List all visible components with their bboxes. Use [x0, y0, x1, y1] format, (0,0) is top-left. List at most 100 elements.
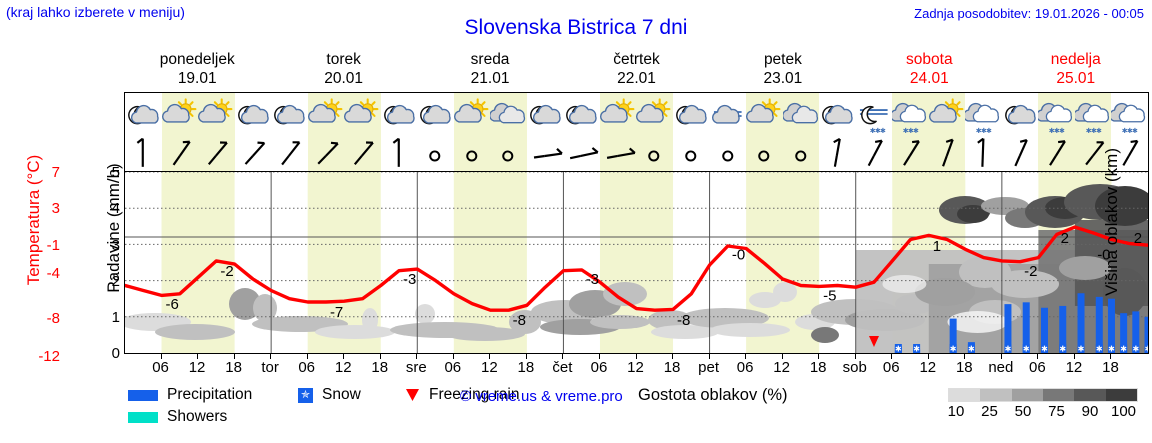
precipitation-tick: 2: [111, 273, 120, 290]
weather-icon-glyph: [161, 98, 196, 123]
weather-icon-moon-cloud: [381, 93, 418, 138]
cloud-blob: [811, 327, 839, 343]
temperature-annotation: -3: [403, 271, 416, 288]
cloud-blob: [651, 325, 719, 339]
weather-icon-glyph: [344, 98, 379, 123]
wind-barb: [381, 138, 418, 171]
precipitation-bar: [1107, 298, 1115, 353]
wind-barb: [271, 138, 308, 171]
temperature-tick: -8: [46, 310, 60, 327]
time-label: 06: [736, 359, 754, 376]
weather-icon-glyph: [237, 104, 269, 125]
wind-barb: [599, 138, 637, 171]
cloud-height-axis-title: Višina oblakov (km): [1102, 147, 1121, 297]
time-label: 12: [627, 359, 644, 376]
wind-barb-glyph: [758, 150, 770, 162]
day-header-četrtek: četrtek 22.01: [563, 50, 709, 90]
wind-barb: [1074, 138, 1112, 171]
time-label: čet: [552, 359, 573, 376]
weather-icon-moon-cloud: [235, 93, 272, 138]
snow-marker: [1095, 344, 1103, 353]
wind-barb: [453, 138, 491, 171]
time-label: 18: [371, 359, 389, 376]
wind-barb-glyph: [244, 141, 265, 165]
weather-icon-cloud: [781, 93, 820, 138]
time-label: 06: [590, 359, 608, 376]
precipitation-tick: 0: [111, 345, 120, 362]
wind-barb-glyph: [533, 148, 563, 159]
snow-marker: [913, 344, 921, 353]
time-tick: [781, 353, 783, 359]
temperature-annotation: -8: [513, 312, 526, 329]
weather-icon-cloud: [489, 93, 527, 138]
snow-star-icon: ✱: [1120, 345, 1127, 354]
day-name: petek: [763, 51, 802, 68]
snow-star-icon: ✱: [1005, 345, 1012, 354]
weather-icon-moon-cloud: [819, 93, 856, 138]
wind-barb: [710, 138, 747, 171]
snow-star-icon: ✱: [1078, 345, 1085, 354]
weather-icon-glyph: ✱ ✱ ✱: [1072, 102, 1109, 135]
time-label: sre: [405, 359, 427, 376]
day-date: 24.01: [909, 70, 949, 87]
time-tick: [452, 353, 454, 359]
svg-text:✱: ✱: [869, 127, 875, 135]
cloud-blob: [315, 325, 395, 339]
cloud-gap: [882, 275, 927, 293]
temperature-annotation: -3: [586, 271, 599, 288]
snow-marker: [1120, 344, 1128, 353]
time-label: pet: [698, 359, 719, 376]
svg-text:✱: ✱: [981, 127, 987, 135]
weather-icon-cloud-snow: ✱ ✱ ✱: [890, 93, 929, 138]
time-tick: [416, 353, 418, 359]
cloud-density-title: Gostota oblakov (%): [638, 386, 788, 404]
weather-icon-glyph: [420, 104, 451, 125]
weather-icon-moon-cloud: [673, 93, 710, 138]
time-label: 06: [152, 359, 169, 376]
wind-barb: [161, 138, 199, 171]
day-date: 25.01: [1056, 70, 1096, 87]
weather-icon-sun-cloud: [307, 93, 345, 138]
svg-text:✱: ✱: [908, 127, 914, 135]
snow-marker: [1040, 344, 1048, 353]
snow-marker: [1004, 344, 1012, 353]
weather-icon-cloud-snow: ✱ ✱ ✱: [1109, 93, 1148, 138]
temperature-tick: -4: [46, 265, 60, 282]
svg-text:✱: ✱: [986, 127, 992, 135]
weather-icon-glyph: [198, 98, 233, 123]
time-label: 12: [481, 359, 498, 376]
snow-marker: [1132, 344, 1140, 353]
snow-marker: [894, 344, 902, 353]
precipitation-swatch: [128, 389, 158, 401]
precipitation-bar: [1120, 313, 1128, 353]
temperature-annotation: 2: [1061, 230, 1069, 247]
wind-barb-glyph: [1122, 139, 1139, 166]
time-tick: [270, 353, 272, 359]
legend-precipitation: Precipitation: [128, 386, 252, 404]
wind-barb: [746, 138, 783, 171]
weather-icon-glyph: [128, 104, 159, 125]
temperature-annotation: -5: [823, 288, 836, 305]
cloud-blob: [991, 270, 1059, 298]
time-label: tor: [261, 359, 279, 376]
wind-barb: [1002, 138, 1039, 171]
wind-barb-glyph: [1049, 140, 1067, 166]
time-label: 18: [517, 359, 535, 376]
cloud-blob: [648, 310, 692, 330]
temperature-axis-ticks: 7 3 -1 -4 -8 -12: [18, 0, 60, 443]
legend: Precipitation Showers ✯ Snow Freezing ra…: [124, 384, 1152, 440]
snow-star-icon: ✱: [1041, 345, 1048, 354]
precipitation-bar: [1095, 296, 1103, 353]
weather-icon-sun-cloud: [453, 93, 491, 138]
page-title: Slovenska Bistrica 7 dni: [464, 16, 688, 39]
cloud-density-label: 90: [1081, 403, 1099, 420]
wind-barb-glyph: [685, 150, 697, 162]
temperature-tick: 7: [51, 164, 60, 181]
temperature-annotation: -2: [1024, 263, 1037, 280]
snow-marker: [1022, 344, 1030, 353]
wind-barb-glyph: [903, 140, 921, 166]
day-date: 22.01: [617, 70, 656, 87]
wind-barb-glyph: [977, 138, 985, 167]
wind-barb: [344, 138, 381, 171]
time-tick: [745, 353, 747, 359]
